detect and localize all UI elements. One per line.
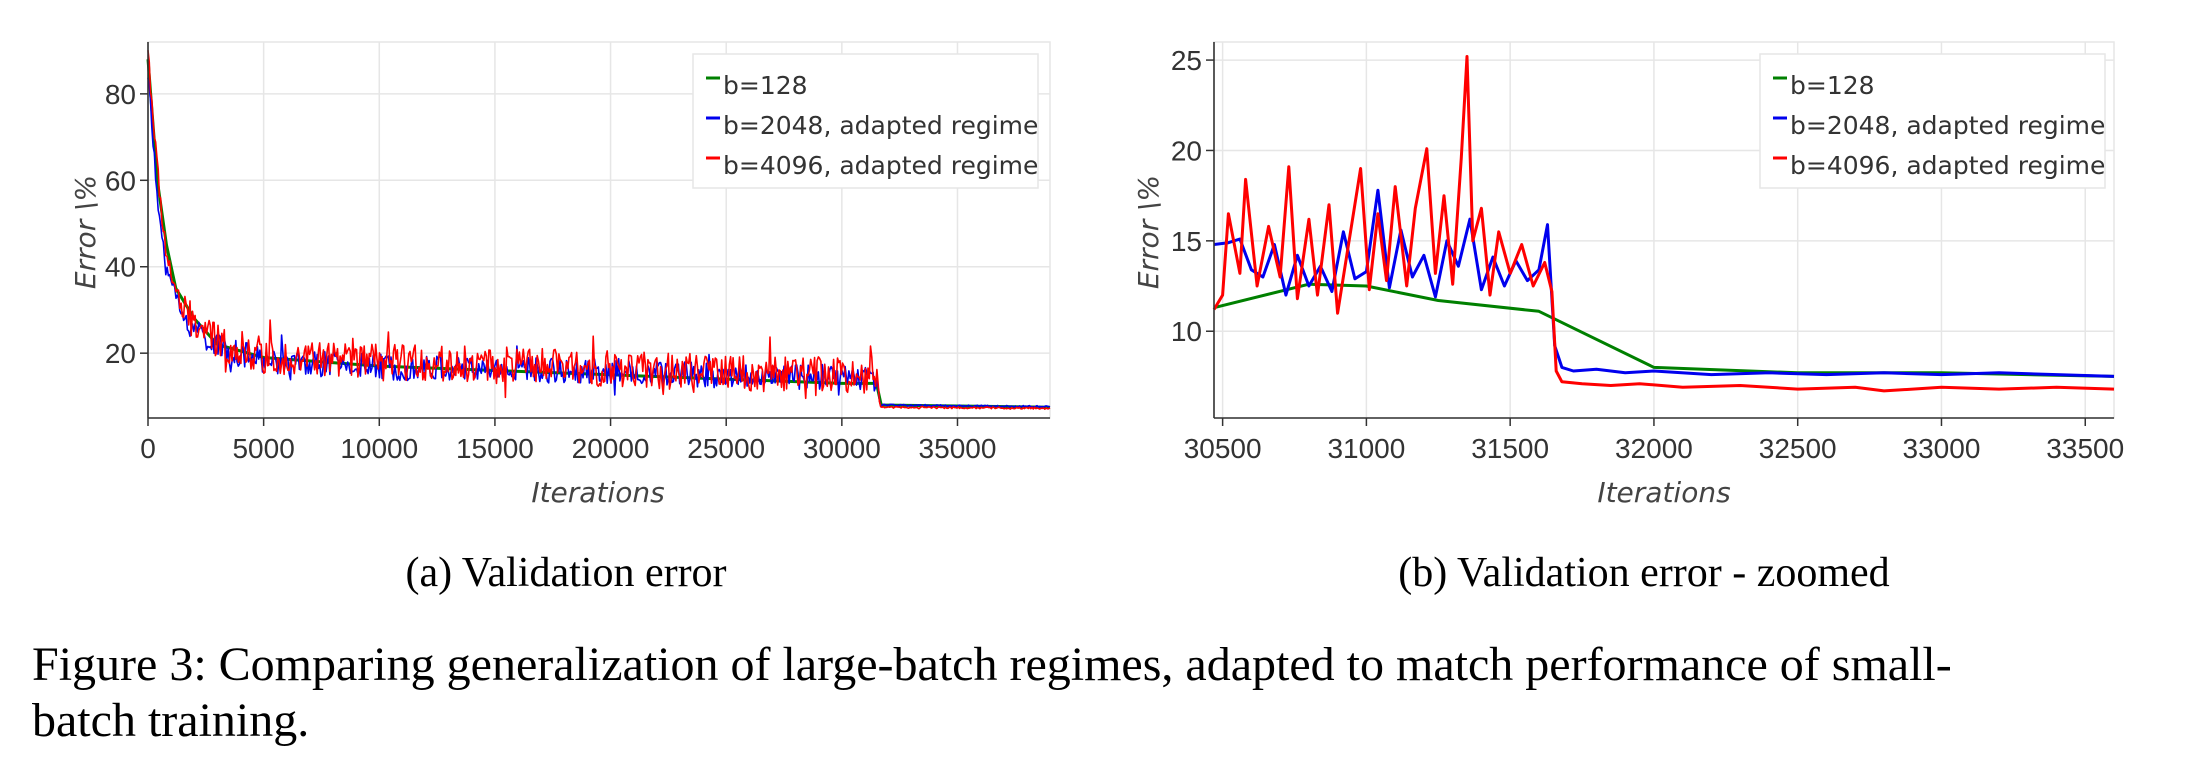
panel-a-legend-label: b=128	[723, 71, 808, 100]
panel-a-y-tick-label: 60	[105, 165, 136, 196]
panel-a-ticks: 0 5000 10000 15000 20000 25000 30000 35000 20 40 6…	[105, 79, 997, 464]
panel-a-x-tick-label: 0	[140, 433, 156, 464]
panel-a-x-axis-label: Iterations	[531, 476, 664, 509]
panel-b-x-tick-label: 33500	[2046, 433, 2124, 464]
panel-b-series-b128-line	[1213, 282, 2115, 378]
panel-b: 30500 31000 31500 32000 32500 33000 33500 10 15 2…	[1132, 41, 2124, 596]
panel-a-x-tick-label: 25000	[687, 433, 765, 464]
panel-a-legend-label: b=2048, adapted regime	[723, 111, 1038, 140]
panel-a-x-tick-label: 35000	[919, 433, 997, 464]
panel-a-x-tick-label: 20000	[572, 433, 650, 464]
panel-a-y-tick-label: 80	[105, 79, 136, 110]
figure-caption-line-2: batch training.	[32, 694, 309, 747]
panel-b-ticks: 30500 31000 31500 32000 32500 33000 33500 10 15 2…	[1171, 45, 2124, 464]
panel-b-y-tick-label: 10	[1171, 316, 1202, 347]
panel-b-x-tick-label: 31500	[1471, 433, 1549, 464]
panel-a-x-tick-label: 10000	[340, 433, 418, 464]
panel-a-series	[146, 50, 1051, 410]
panel-a-y-axis-label: Error \%	[69, 175, 102, 289]
panel-b-y-tick-label: 25	[1171, 45, 1202, 76]
panel-b-legend-label: b=4096, adapted regime	[1790, 151, 2105, 180]
panel-b-legend-label: b=2048, adapted regime	[1790, 111, 2105, 140]
panel-b-y-axis-label: Error \%	[1132, 175, 1165, 289]
panel-b-axes	[1213, 42, 2114, 419]
panel-a-x-tick-label: 15000	[456, 433, 534, 464]
panel-b-x-tick-label: 33000	[1903, 433, 1981, 464]
panel-b-series-b4096-line	[1212, 55, 2115, 393]
panel-b-x-axis-label: Iterations	[1597, 476, 1730, 509]
panel-b-y-tick-label: 15	[1171, 226, 1202, 257]
panel-a-legend-box	[692, 53, 1039, 189]
panel-b-x-tick-label: 31000	[1327, 433, 1405, 464]
panel-b-series-b2048-line	[1213, 188, 2115, 378]
panel-a-legend: b=128 b=2048, adapted regime b=4096, adapt…	[692, 53, 1039, 189]
panel-b-y-tick-label: 20	[1171, 135, 1202, 166]
panel-a-x-tick-label: 30000	[803, 433, 881, 464]
panel-a-series-b4096-line	[147, 50, 1051, 410]
figure-caption-line-1: Figure 3: Comparing generalization of la…	[32, 638, 1952, 691]
panel-a-axes	[147, 42, 1050, 419]
panel-a: 0 5000 10000 15000 20000 25000 30000 35000 20 40 6…	[69, 41, 1051, 596]
panel-a-legend-label: b=4096, adapted regime	[723, 151, 1038, 180]
panel-b-x-tick-label: 32500	[1759, 433, 1837, 464]
panel-b-x-tick-label: 30500	[1184, 433, 1262, 464]
panel-a-caption: (a) Validation error	[405, 550, 726, 596]
panel-b-series	[1212, 55, 2115, 393]
panel-b-legend-label: b=128	[1790, 71, 1875, 100]
panel-b-legend-box	[1759, 53, 2106, 189]
panel-a-y-tick-label: 40	[105, 252, 136, 283]
panel-b-caption: (b) Validation error - zoomed	[1398, 550, 1889, 596]
panel-a-x-tick-label: 5000	[232, 433, 294, 464]
panel-a-y-tick-label: 20	[105, 338, 136, 369]
panel-b-legend: b=128 b=2048, adapted regime b=4096, adapt…	[1759, 53, 2106, 189]
panel-b-x-tick-label: 32000	[1615, 433, 1693, 464]
